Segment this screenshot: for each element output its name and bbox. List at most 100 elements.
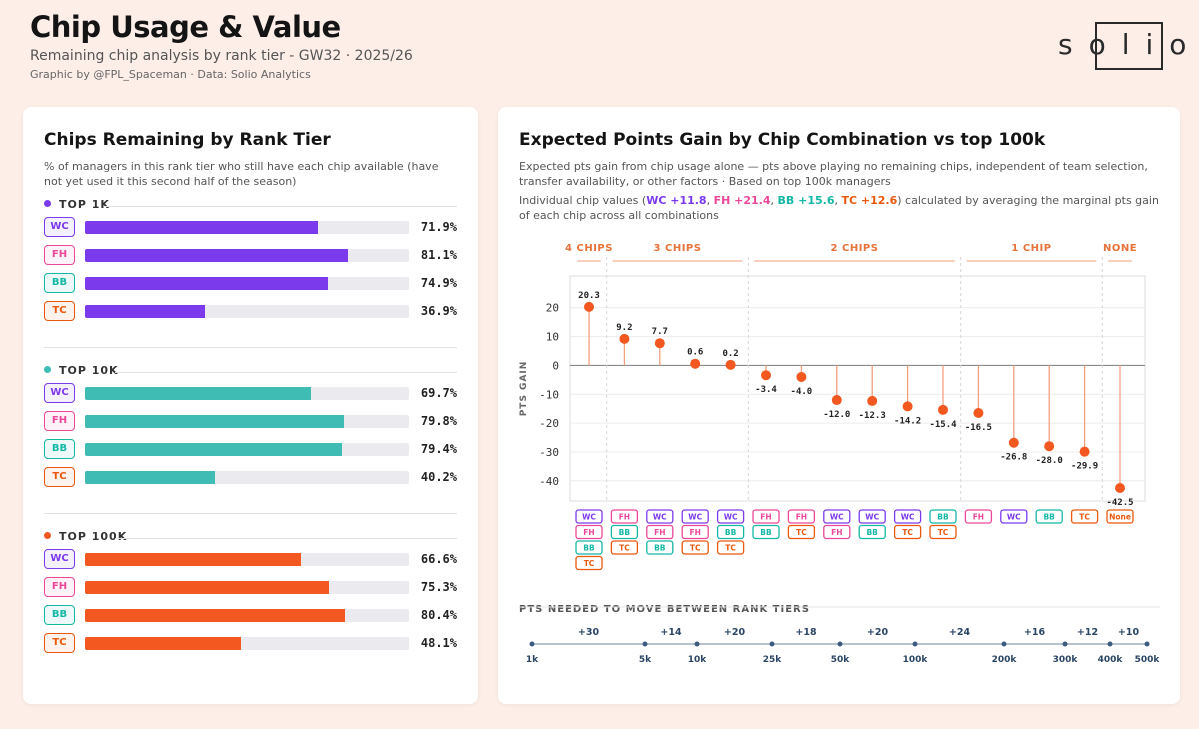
tier-separator: [44, 513, 457, 514]
rank-gap-value: +20: [724, 627, 746, 638]
bar-track: [85, 305, 409, 318]
bar-fill: [85, 249, 348, 262]
combo-chip-badge: [646, 524, 674, 540]
y-tick-label: -40: [539, 475, 559, 488]
bar-percent: 48.1%: [420, 636, 457, 650]
bar-percent: 66.6%: [420, 552, 457, 566]
combo-chip-label: WC: [724, 513, 738, 522]
chips-remaining-card: Chips Remaining by Rank Tier % of manage…: [23, 107, 478, 704]
combo-chip-label: BB: [654, 544, 666, 553]
page-title: Chip Usage & Value: [30, 10, 341, 44]
bar-fill: [85, 609, 346, 622]
tier-label: TOP 1K: [59, 198, 110, 211]
rank-timeline-node: [837, 641, 843, 647]
bar-fill: [85, 415, 344, 428]
bar-percent: 81.1%: [420, 248, 457, 262]
bar-percent: 75.3%: [420, 580, 457, 594]
combo-chip-label: TC: [584, 559, 595, 568]
lollipop-dot: [938, 404, 948, 415]
data-label: 20.3: [578, 291, 600, 301]
chip-badge: WC: [44, 549, 75, 569]
combo-chip-badge: [787, 509, 816, 524]
combo-chip-badge: [681, 509, 709, 524]
data-label: -3.4: [755, 385, 777, 395]
rank-timeline-node: [769, 641, 775, 647]
bar-track: [85, 249, 409, 262]
rank-timeline-node: [694, 641, 700, 647]
bar-fill: [85, 277, 328, 290]
lollipop-dot: [831, 395, 842, 406]
data-label: -12.3: [859, 411, 886, 421]
tier-heading: TOP 100K: [44, 530, 127, 543]
y-tick-label: -20: [539, 417, 559, 430]
combo-chip-label: BB: [583, 544, 595, 553]
tier-divider: [115, 372, 457, 373]
bar-track: [85, 415, 409, 428]
bar-percent: 36.9%: [420, 304, 457, 318]
combo-chip-label: FH: [973, 513, 984, 522]
combo-chip-badge: [575, 524, 603, 540]
indiv-sep: ,: [834, 194, 842, 207]
rank-gap-value: +16: [1024, 627, 1046, 638]
tier-divider: [105, 206, 457, 207]
y-tick-label: 20: [546, 302, 559, 315]
combo-chip-badge: [893, 509, 922, 524]
rank-timeline-node: [912, 641, 918, 647]
bar-track: [85, 443, 409, 456]
tier-divider: [115, 538, 457, 539]
chip-badge: FH: [44, 245, 75, 265]
lollipop-dot: [619, 333, 630, 344]
combo-chip-badge: [646, 509, 674, 524]
data-label: -42.5: [1106, 498, 1133, 508]
combo-chip-badge: [1106, 509, 1134, 524]
combo-chip-badge: [823, 524, 851, 540]
indiv-sep: ,: [770, 194, 778, 207]
chip-badge: TC: [44, 633, 75, 653]
combo-chip-label: WC: [865, 513, 879, 522]
data-label: -4.0: [791, 387, 813, 397]
data-label: 9.2: [616, 323, 632, 333]
tier-dot: [44, 366, 51, 373]
chip-badge: BB: [44, 439, 75, 459]
bar-fill: [85, 553, 301, 566]
bar-track: [85, 471, 409, 484]
logo-text: solio: [1058, 28, 1199, 61]
combo-chip-label: BB: [1043, 513, 1055, 522]
chip-badge: TC: [44, 467, 75, 487]
group-label: 1 CHIP: [1011, 243, 1051, 254]
combo-chip-label: FH: [619, 513, 630, 522]
data-label: -26.8: [1000, 453, 1027, 463]
indiv-tc: TC +12.6: [841, 194, 898, 207]
combo-chip-badge: [610, 509, 639, 524]
data-label: -15.4: [929, 420, 957, 430]
combo-chip-badge: [858, 524, 886, 540]
tier-separator: [44, 347, 457, 348]
rank-timeline-node: [1062, 641, 1068, 647]
combo-chip-label: BB: [937, 513, 949, 522]
y-tick-label: 0: [552, 359, 559, 372]
combo-chip-badge: [1070, 509, 1099, 524]
tier-heading: TOP 1K: [44, 198, 110, 211]
rank-timeline-node: [642, 641, 648, 647]
rank-gap-value: +12: [1077, 627, 1098, 638]
chip-badge: FH: [44, 577, 75, 597]
group-label: 2 CHIPS: [831, 243, 879, 254]
combo-chip-badge: [787, 524, 816, 540]
indiv-prefix: Individual chip values (: [519, 194, 647, 207]
indiv-fh: FH +21.4: [713, 194, 771, 207]
rank-timeline-node: [1107, 641, 1113, 647]
bar-fill: [85, 387, 311, 400]
data-label: -12.0: [823, 410, 850, 420]
combo-chip-label: FH: [654, 528, 665, 537]
combo-chip-label: TC: [1079, 513, 1090, 522]
indiv-bb: BB +15.6: [777, 194, 835, 207]
bar-fill: [85, 305, 205, 318]
combo-chip-label: BB: [866, 528, 878, 537]
bar-track: [85, 221, 409, 234]
rank-timeline-label: 400k: [1098, 655, 1124, 665]
combo-chip-label: TC: [619, 544, 630, 553]
combo-chip-badge: [610, 524, 639, 540]
rank-timeline-label: 500k: [1135, 655, 1161, 665]
combo-chip-badge: [823, 509, 851, 524]
rank-gap-title: PTS NEEDED TO MOVE BETWEEN RANK TIERS: [519, 604, 810, 615]
